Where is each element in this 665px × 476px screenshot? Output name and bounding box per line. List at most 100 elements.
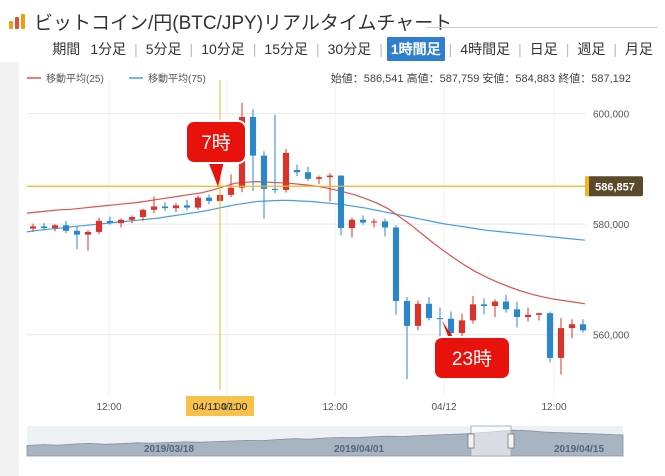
- ohlc-label: 安値：: [479, 71, 515, 85]
- candle-body: [161, 206, 169, 209]
- candle-body: [194, 197, 202, 208]
- ohlc-value: 586,541: [364, 73, 404, 85]
- overlays: 586,857 04/11 07:00 7時 23時: [27, 80, 643, 416]
- candle-body: [513, 309, 521, 318]
- x-tick-label: 12:00: [541, 402, 566, 413]
- candle-body: [491, 301, 499, 306]
- ohlc-value: 587,759: [440, 73, 480, 85]
- candle-body: [139, 209, 147, 217]
- timeframe-separator: |: [315, 41, 320, 57]
- timeframe-separator: |: [518, 41, 522, 57]
- candle-body: [260, 155, 268, 189]
- candle-body: [326, 175, 334, 178]
- legend-ma25-label: 移動平均(25): [46, 72, 104, 85]
- price-chart[interactable]: 586,857 04/11 07:00 7時 23時 600,000 580,000 56…: [19, 62, 665, 476]
- candle-body: [282, 152, 290, 190]
- timeframe-button[interactable]: 5分足: [145, 41, 182, 57]
- x-tick-label: 04/12: [431, 402, 456, 413]
- candle-body: [370, 221, 378, 223]
- candle-body: [62, 225, 70, 231]
- timeframe-separator: |: [134, 41, 138, 57]
- x-tick-label: 12:00: [96, 402, 121, 413]
- timeframe-button[interactable]: 1分足: [90, 41, 127, 57]
- current-price-tag: [587, 176, 643, 197]
- timeframe-button[interactable]: 日足: [529, 41, 558, 57]
- crosshair-date-label: 04/11 07:00: [193, 401, 248, 413]
- candle-body: [106, 220, 114, 224]
- candle-body: [304, 172, 312, 179]
- y-tick-label: 560,000: [593, 331, 630, 342]
- timeframe-button[interactable]: 月足: [625, 41, 653, 57]
- ohlc-label: 高値：: [404, 71, 440, 85]
- candle-body: [414, 303, 422, 326]
- timeframe-separator: |: [448, 41, 453, 57]
- timeframe-label: 期間: [52, 41, 81, 57]
- navigator-handle[interactable]: [467, 433, 475, 449]
- candle-body: [150, 206, 158, 210]
- candle-body: [546, 313, 554, 358]
- candle-body: [469, 304, 477, 321]
- crosshair-date-tag: [186, 396, 254, 416]
- candle-body: [425, 303, 433, 319]
- candle-body: [480, 304, 488, 306]
- candle-body: [348, 219, 356, 229]
- callout-pointer: [208, 161, 224, 187]
- candle-body: [403, 301, 411, 326]
- ohlc-value: 584,883: [515, 73, 555, 85]
- candle-body: [117, 219, 125, 224]
- page-title: ビットコイン/円(BTC/JPY)リアルタイムチャート: [34, 13, 453, 34]
- candle-body: [271, 188, 279, 190]
- ohlc-value: 587,192: [591, 73, 631, 85]
- x-tick-label: 12:00: [322, 402, 347, 413]
- chart-logo-icon: [8, 13, 26, 31]
- timeframe-selector: 期間 1分足 | 5分足 | 10分足 | 15分足 | 30分足 | 1時間足 | 4時間足 | 日足 | 週…: [52, 37, 657, 61]
- candle-body: [249, 116, 257, 156]
- candle-body: [183, 205, 191, 208]
- navigator-date-label: 2019/03/18: [144, 444, 194, 455]
- current-price-tag-accent: [585, 176, 589, 197]
- timeframe-button[interactable]: 週足: [577, 41, 606, 57]
- legend-ma75-label: 移動平均(75): [148, 72, 206, 85]
- candle-body: [392, 227, 400, 302]
- candle-body: [458, 320, 466, 334]
- callout-box: [433, 336, 511, 380]
- timeframe-separator: |: [613, 41, 617, 57]
- navigator-date-label: 2019/04/01: [334, 444, 384, 455]
- callout-label: 7時: [201, 132, 231, 154]
- candle-body: [172, 205, 180, 209]
- x-tick-label: 04/11: [215, 402, 240, 413]
- candle-body: [205, 197, 213, 201]
- candle-body: [128, 216, 136, 220]
- candle-body: [51, 225, 59, 229]
- callout-box: [185, 120, 247, 164]
- candle-body: [40, 226, 48, 229]
- callout: 7時: [185, 120, 247, 187]
- title-divider: [426, 27, 658, 28]
- y-tick-label: 600,000: [593, 110, 630, 121]
- candle-body: [502, 301, 510, 310]
- ohlc-label: 終値：: [555, 71, 591, 85]
- axes: 600,000 580,000 560,000 12:00 04/11 12:00 04/1…: [96, 110, 629, 413]
- title-bar: ビットコイン/円(BTC/JPY)リアルタイムチャート: [8, 8, 452, 35]
- top-bar: ビットコイン/円(BTC/JPY)リアルタイムチャート 期間 1分足 | 5分足 | 1…: [0, 0, 665, 62]
- candle-body: [524, 314, 532, 318]
- timeframe-button[interactable]: 15分足: [264, 41, 308, 57]
- candle-body: [84, 231, 92, 235]
- candle-body: [29, 226, 37, 229]
- navigator-selection: [470, 425, 512, 457]
- candle-body: [535, 313, 543, 315]
- timeframe-button[interactable]: 30分足: [327, 41, 372, 57]
- candle-body: [73, 230, 81, 235]
- candle-body: [447, 318, 455, 334]
- timeframe-button[interactable]: 10分足: [201, 41, 245, 57]
- candle-body: [557, 328, 565, 358]
- timeframe-button[interactable]: 1時間足: [386, 37, 445, 61]
- timeframe-button[interactable]: 4時間足: [460, 41, 511, 57]
- candle-body: [436, 318, 444, 320]
- grid-lines: [27, 80, 587, 396]
- timeframe-separator: |: [565, 41, 570, 57]
- candle-body: [381, 221, 389, 228]
- callout-label: 23時: [452, 348, 492, 370]
- navigator-handle[interactable]: [507, 433, 515, 449]
- ohlc-label: 始値：: [331, 71, 364, 85]
